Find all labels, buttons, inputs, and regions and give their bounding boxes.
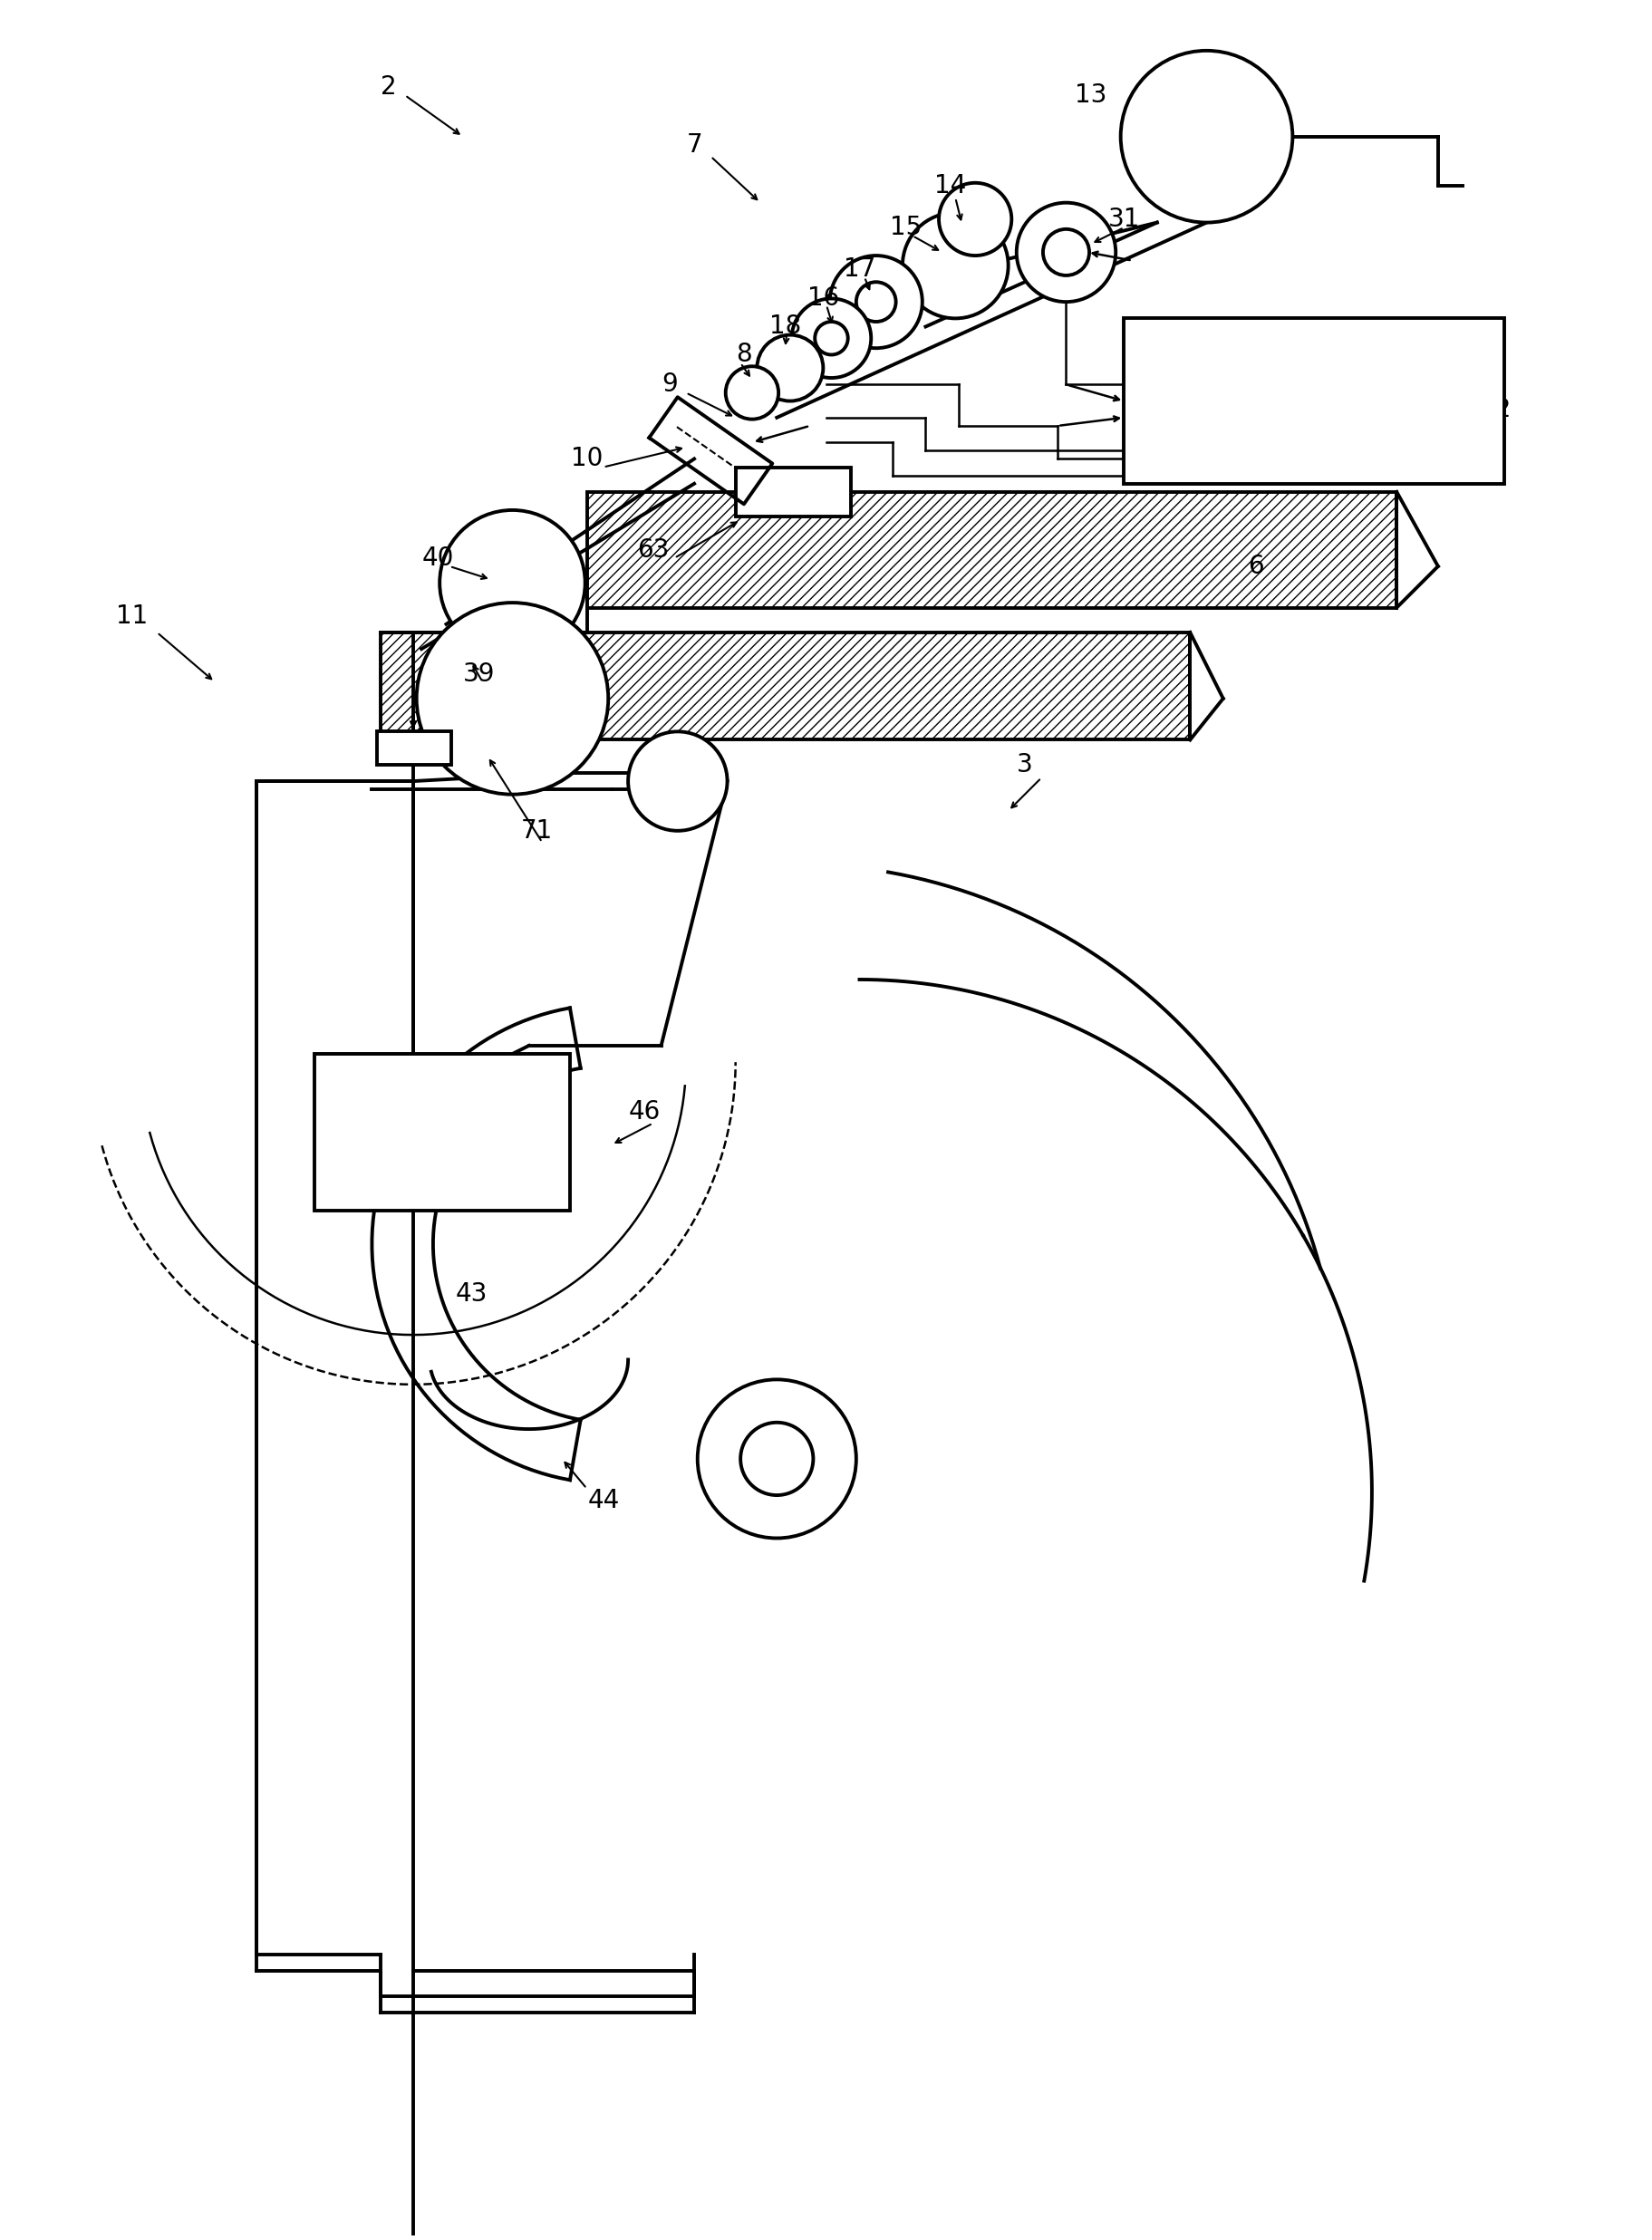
Text: 71: 71 [520,818,553,844]
Text: 9: 9 [661,372,677,396]
Text: 13: 13 [1074,83,1107,108]
Text: UNIT: UNIT [1284,365,1343,388]
Text: 43: 43 [454,1281,487,1306]
Text: 16: 16 [806,287,839,311]
Text: 7: 7 [686,132,702,157]
Circle shape [416,603,608,795]
Text: CONTROLLER: CONTROLLER [1229,419,1398,441]
Text: 44: 44 [586,1487,620,1512]
Circle shape [856,282,895,323]
Text: 18: 18 [768,314,801,338]
Text: 63: 63 [636,538,669,562]
Text: 8: 8 [735,343,752,367]
Text: 6: 6 [1247,553,1264,578]
Circle shape [725,367,778,419]
Text: 14: 14 [933,172,966,199]
Circle shape [628,732,727,831]
Circle shape [1016,202,1115,302]
Text: 2: 2 [380,74,396,99]
Text: 32: 32 [1479,396,1512,421]
Bar [314,1053,570,1212]
Bar [377,732,451,764]
Text: 15: 15 [889,215,922,240]
Text: 3: 3 [1016,753,1032,777]
Circle shape [1042,228,1089,276]
Text: 46: 46 [628,1100,661,1124]
Circle shape [757,336,823,401]
Circle shape [938,184,1011,255]
Circle shape [439,511,585,656]
Text: 39: 39 [463,661,496,685]
Circle shape [740,1422,813,1494]
Bar [380,632,1189,739]
Text: 11: 11 [116,603,149,629]
Circle shape [814,323,847,354]
Circle shape [902,213,1008,318]
Text: 40: 40 [421,544,454,571]
Text: 17: 17 [843,255,876,282]
Circle shape [1120,52,1292,222]
Text: 10: 10 [570,446,603,473]
Circle shape [791,298,871,379]
Bar [735,468,851,517]
Bar [1123,318,1503,484]
Text: 31: 31 [1107,206,1140,233]
Circle shape [829,255,922,347]
Bar [586,493,1396,607]
Circle shape [697,1380,856,1539]
